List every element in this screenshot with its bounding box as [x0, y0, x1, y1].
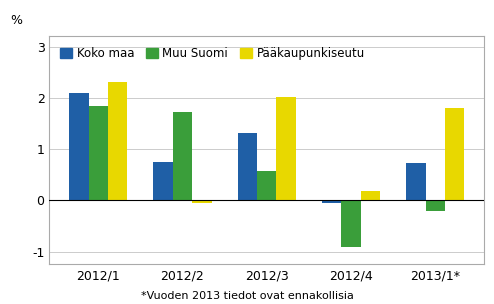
Legend: Koko maa, Muu Suomi, Pääkaupunkiseutu: Koko maa, Muu Suomi, Pääkaupunkiseutu	[55, 42, 370, 65]
Text: *Vuoden 2013 tiedot ovat ennakollisia: *Vuoden 2013 tiedot ovat ennakollisia	[141, 291, 353, 301]
Bar	[108, 81, 127, 200]
Bar	[238, 133, 257, 200]
Bar	[69, 93, 88, 200]
Bar	[257, 171, 277, 200]
Bar	[445, 108, 464, 200]
Bar	[88, 106, 108, 200]
Bar	[322, 200, 341, 203]
Bar	[406, 163, 426, 200]
Bar	[277, 97, 296, 200]
Bar	[192, 200, 211, 203]
Bar	[341, 200, 361, 247]
Bar	[154, 162, 173, 200]
Text: %: %	[10, 14, 22, 27]
Bar	[173, 112, 192, 200]
Bar	[426, 200, 445, 211]
Bar	[361, 191, 380, 200]
